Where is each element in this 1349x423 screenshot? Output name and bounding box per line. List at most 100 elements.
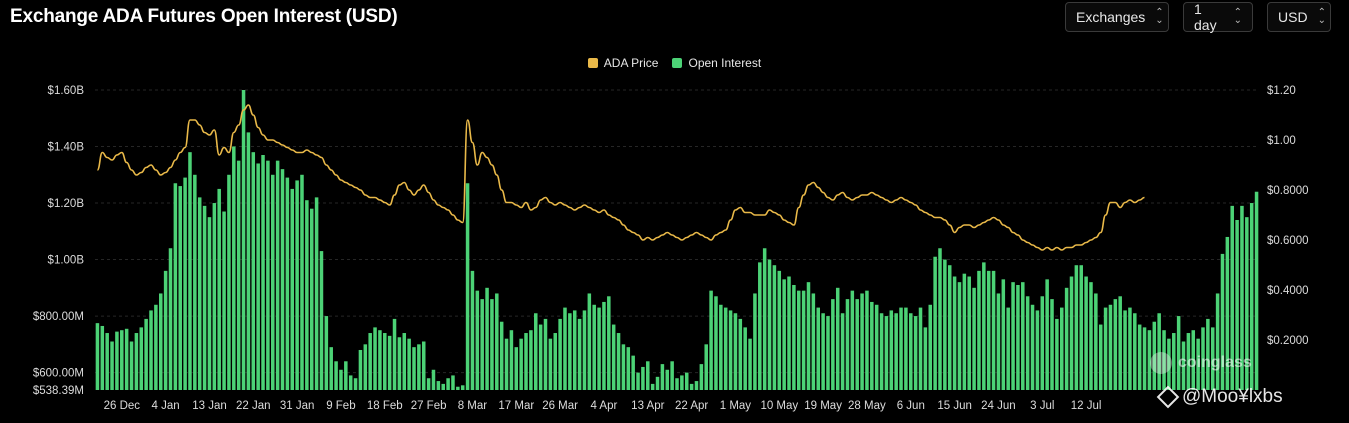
y-left-tick-label: $1.20B	[48, 198, 85, 210]
open-interest-bar	[1108, 304, 1113, 390]
open-interest-bar	[436, 381, 441, 390]
open-interest-bar	[105, 333, 109, 390]
open-interest-bar	[723, 307, 728, 390]
open-interest-bar	[733, 313, 738, 390]
open-interest-bar	[665, 369, 670, 390]
open-interest-bar	[212, 203, 217, 390]
open-interest-bar	[1186, 333, 1191, 390]
open-interest-bar	[699, 364, 704, 390]
open-interest-bar	[378, 330, 382, 390]
open-interest-bar	[782, 279, 786, 390]
open-interest-bar	[1162, 330, 1166, 390]
open-interest-bar	[1045, 279, 1049, 390]
open-interest-bar	[655, 376, 660, 390]
open-interest-bar	[232, 146, 236, 390]
open-interest-bar	[348, 375, 353, 390]
open-interest-bar	[1035, 310, 1040, 390]
x-tick-label: 10 May	[760, 400, 798, 412]
open-interest-bar	[300, 174, 304, 390]
open-interest-bar	[719, 304, 723, 390]
open-interest-bar	[154, 304, 158, 390]
open-interest-bar	[421, 341, 426, 390]
open-interest-bar	[543, 318, 548, 390]
open-interest-bar	[641, 366, 645, 390]
currency-select[interactable]: USD ⌃ ⌄	[1267, 2, 1331, 32]
exchanges-select[interactable]: Exchanges ⌃ ⌄	[1065, 2, 1169, 32]
open-interest-bar	[519, 338, 523, 390]
open-interest-bar	[943, 259, 947, 390]
open-interest-bar	[918, 307, 923, 390]
legend-item-price[interactable]: ADA Price	[587, 56, 658, 70]
y-axis-left: $538.39M $600.00M $800.00M $1.00B $1.20B $1.4…	[33, 85, 84, 397]
legend-item-open-interest[interactable]: Open Interest	[672, 56, 761, 70]
open-interest-bar	[1030, 304, 1035, 390]
open-interest-bar	[1181, 341, 1186, 390]
open-interest-bar	[1025, 296, 1030, 390]
open-interest-bar	[173, 183, 178, 390]
x-tick-label: 1 May	[720, 400, 752, 412]
open-interest-bar	[446, 378, 450, 390]
open-interest-bar	[991, 270, 996, 390]
open-interest-bar	[1196, 338, 1200, 390]
open-interest-bar	[1021, 282, 1025, 390]
open-interest-bar	[460, 385, 465, 390]
y-right-tick-label: $0.2000	[1267, 335, 1309, 347]
open-interest-bar	[797, 290, 801, 390]
x-tick-label: 17 Mar	[498, 400, 534, 412]
open-interest-bar	[611, 324, 616, 390]
open-interest-bar	[534, 313, 538, 390]
open-interest-bar	[1220, 253, 1225, 390]
open-interest-bar	[758, 262, 762, 390]
coinglass-logo-icon	[1150, 352, 1172, 374]
open-interest-bar	[222, 211, 226, 390]
open-interest-bar	[1254, 191, 1259, 390]
open-interest-bar	[305, 200, 309, 390]
open-interest-bar	[441, 383, 445, 390]
open-interest-bar	[553, 333, 557, 390]
open-interest-bar	[1016, 284, 1020, 390]
x-axis: 26 Dec 4 Jan 13 Jan 22 Jan 31 Jan 9 Feb 18 Feb…	[104, 400, 1102, 412]
open-interest-bar	[529, 330, 533, 390]
open-interest-bar	[1133, 313, 1137, 390]
open-interest-bar	[767, 259, 772, 390]
x-tick-label: 19 May	[804, 400, 842, 412]
open-interest-bar	[1225, 236, 1230, 390]
x-tick-label: 13 Jan	[192, 400, 227, 412]
open-interest-bar	[1055, 318, 1059, 390]
open-interest-bar	[159, 293, 163, 390]
open-interest-bar	[490, 299, 494, 390]
open-interest-bar	[314, 197, 319, 390]
y-right-tick-label: $1.00	[1267, 135, 1296, 147]
x-tick-label: 18 Feb	[367, 400, 403, 412]
open-interest-bar	[592, 304, 596, 390]
open-interest-bar	[831, 299, 835, 390]
open-interest-bar	[597, 307, 601, 390]
open-interest-bar	[607, 296, 611, 390]
open-interest-bar	[124, 328, 129, 390]
open-interest-bar	[572, 310, 577, 390]
open-interest-bar	[227, 174, 231, 390]
open-interest-bar	[295, 180, 299, 390]
x-tick-label: 26 Dec	[104, 400, 141, 412]
y-right-tick-label: $0.4000	[1267, 285, 1309, 297]
open-interest-bar	[309, 208, 314, 390]
open-interest-bar	[1142, 327, 1147, 390]
interval-select[interactable]: 1 day ⌃ ⌄	[1183, 1, 1253, 33]
open-interest-bar	[363, 344, 368, 390]
open-interest-bar	[290, 188, 294, 390]
open-interest-bar	[485, 287, 489, 390]
open-interest-bar	[777, 270, 782, 390]
open-interest-bar	[1249, 203, 1254, 390]
open-interest-bar	[168, 248, 173, 390]
open-interest-bar	[1215, 293, 1220, 390]
open-interest-bar	[1128, 307, 1132, 390]
open-interest-bar	[383, 333, 387, 390]
open-interest-bar	[816, 307, 820, 390]
open-interest-bar	[923, 327, 928, 390]
open-interest-bar	[952, 276, 957, 390]
open-interest-bar	[271, 174, 275, 390]
open-interest-bar	[475, 290, 480, 390]
open-interest-bar	[110, 341, 114, 390]
open-interest-bar	[743, 327, 747, 390]
